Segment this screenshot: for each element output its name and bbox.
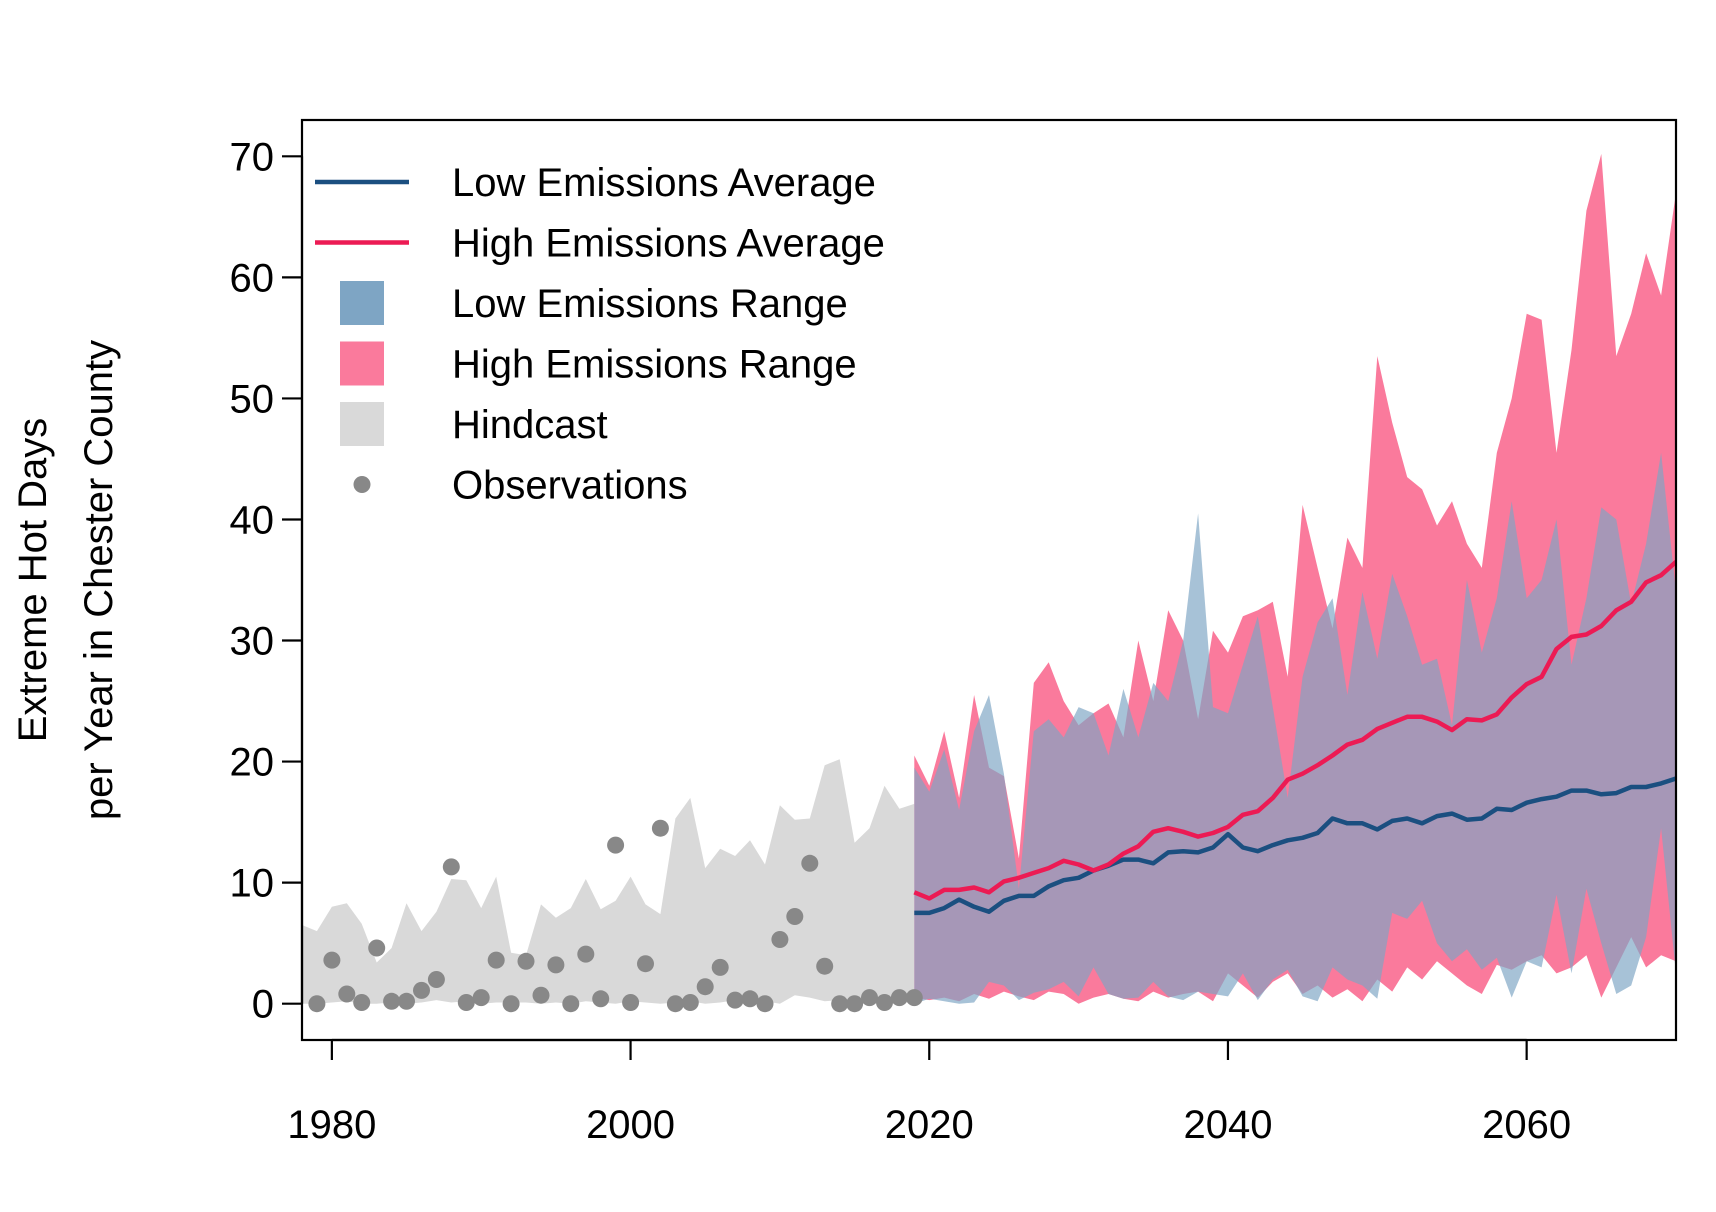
legend-label: Low Emissions Range xyxy=(452,282,848,326)
observation-point xyxy=(442,858,460,876)
legend-item-low-avg: Low Emissions Average xyxy=(315,161,876,205)
observation-point xyxy=(861,989,878,1007)
legend-label: High Emissions Range xyxy=(452,343,857,387)
legend-box-swatch xyxy=(340,402,384,446)
observation-point xyxy=(637,955,654,973)
observation-point xyxy=(502,995,520,1013)
observation-point xyxy=(457,994,475,1011)
plot-area xyxy=(302,153,1676,1013)
legend: Low Emissions Average High Emissions Aver… xyxy=(315,161,885,508)
x-tick-label: 2020 xyxy=(885,1103,974,1147)
observation-point xyxy=(786,908,804,925)
y-tick-label: 40 xyxy=(230,498,275,542)
legend-item-obs: Observations xyxy=(353,464,688,508)
observation-point xyxy=(547,956,565,974)
observation-point xyxy=(592,990,610,1008)
legend-item-hindcast: Hindcast xyxy=(340,402,608,447)
y-axis-label: Extreme Hot Days per Year in Chester Cou… xyxy=(11,340,121,820)
high-emissions-average-line xyxy=(913,560,1676,901)
observation-point xyxy=(338,985,356,1003)
x-tick-label: 2060 xyxy=(1482,1103,1571,1147)
legend-box-swatch xyxy=(340,281,384,325)
observation-point xyxy=(816,957,834,975)
x-tick-label: 2000 xyxy=(586,1103,675,1147)
observation-point xyxy=(472,989,490,1007)
low-emissions-average-line xyxy=(914,776,1676,916)
observation-point xyxy=(905,989,923,1007)
legend-box-swatch xyxy=(340,341,384,386)
observation-point xyxy=(756,995,774,1013)
y-axis-label-line-2: per Year in Chester County xyxy=(77,340,121,820)
observation-point xyxy=(831,995,849,1013)
observation-point xyxy=(308,995,326,1013)
observation-point xyxy=(726,991,744,1009)
observation-point xyxy=(517,952,535,970)
observation-point xyxy=(622,994,640,1011)
x-tick-label: 1980 xyxy=(287,1103,376,1147)
observation-point xyxy=(651,819,669,837)
observation-point xyxy=(607,836,625,854)
legend-item-low-range: Low Emissions Range xyxy=(340,281,848,326)
legend-label: Low Emissions Average xyxy=(452,161,876,205)
legend-item-high-avg: High Emissions Average xyxy=(315,222,885,266)
observation-point xyxy=(696,978,714,996)
y-axis-label-line-1: Extreme Hot Days xyxy=(11,418,55,743)
axes: 0 10 20 30 40 50 60 70 1980 2000 2020 2040 2060 xyxy=(230,135,1572,1147)
y-tick-label: 10 xyxy=(230,862,275,906)
y-tick-label: 50 xyxy=(230,377,275,421)
y-tick-label: 20 xyxy=(230,741,275,785)
observation-point xyxy=(368,939,386,957)
legend-item-high-range: High Emissions Range xyxy=(340,341,857,387)
observation-point xyxy=(427,971,445,988)
y-tick-label: 70 xyxy=(230,135,275,179)
observation-point xyxy=(681,994,699,1011)
observation-point xyxy=(890,989,908,1007)
legend-label: Hindcast xyxy=(452,403,608,447)
observation-point xyxy=(353,994,371,1011)
observation-point xyxy=(562,995,580,1013)
observation-point xyxy=(711,958,729,976)
observation-point xyxy=(741,990,759,1008)
y-tick-label: 60 xyxy=(230,256,275,300)
observation-point xyxy=(323,951,341,969)
observation-point xyxy=(398,992,415,1010)
legend-dot-swatch xyxy=(353,476,371,493)
observation-point xyxy=(771,931,789,948)
legend-label: Observations xyxy=(452,464,688,508)
observation-point xyxy=(846,995,864,1013)
hindcast-band xyxy=(302,759,915,1004)
y-tick-label: 0 xyxy=(252,983,274,1027)
observation-point xyxy=(876,994,893,1011)
observation-point xyxy=(413,981,430,999)
x-tick-label: 2040 xyxy=(1183,1103,1272,1147)
observation-point xyxy=(383,992,401,1010)
y-tick-label: 30 xyxy=(230,620,275,664)
observation-point xyxy=(666,995,684,1013)
observation-point xyxy=(577,945,595,963)
observation-point xyxy=(532,986,550,1004)
legend-label: High Emissions Average xyxy=(452,222,885,266)
observation-point xyxy=(487,951,505,969)
observation-point xyxy=(801,854,819,872)
